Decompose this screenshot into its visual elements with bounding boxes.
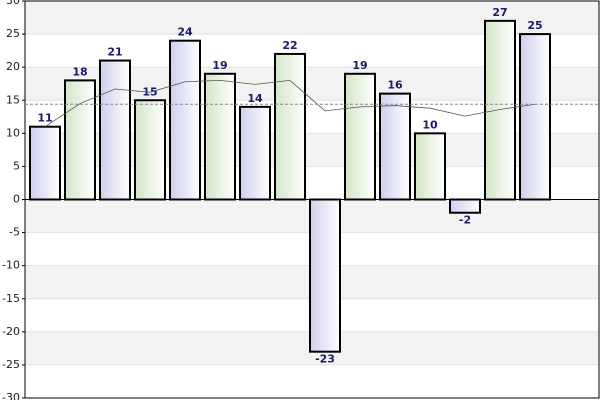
bar bbox=[274, 52, 306, 201]
bar bbox=[484, 19, 516, 201]
data-label: 10 bbox=[422, 118, 438, 131]
bar bbox=[64, 79, 96, 201]
data-label: 16 bbox=[387, 79, 403, 92]
bar bbox=[29, 125, 61, 201]
y-tick-label: 10 bbox=[6, 126, 20, 139]
bar bbox=[99, 59, 131, 201]
plot-frame bbox=[24, 0, 600, 399]
y-tick-label: -20 bbox=[2, 325, 20, 338]
data-label: 15 bbox=[142, 85, 157, 98]
y-tick-label: 5 bbox=[13, 159, 20, 172]
bar bbox=[414, 132, 446, 201]
data-label: 19 bbox=[212, 59, 227, 72]
bar bbox=[344, 72, 376, 201]
data-label: 19 bbox=[352, 59, 367, 72]
stripe bbox=[25, 364, 599, 398]
bar bbox=[309, 198, 341, 353]
bar bbox=[449, 198, 481, 214]
y-tick-label: 30 bbox=[6, 0, 20, 7]
y-tick-label: -15 bbox=[2, 292, 20, 305]
data-label: 25 bbox=[527, 19, 542, 32]
y-tick-label: 20 bbox=[6, 60, 20, 73]
data-label: 21 bbox=[107, 46, 122, 59]
y-tick-label: -30 bbox=[2, 391, 20, 400]
y-tick-label: 25 bbox=[6, 27, 20, 40]
y-tick-label: 15 bbox=[6, 93, 20, 106]
line bbox=[44, 79, 536, 128]
bar bbox=[519, 33, 551, 201]
data-label: 27 bbox=[492, 6, 507, 19]
y-tick-label: -10 bbox=[2, 259, 20, 272]
data-label: 22 bbox=[282, 39, 297, 52]
data-label: 24 bbox=[177, 26, 193, 39]
y-tick-label: -5 bbox=[9, 226, 20, 239]
bar bbox=[169, 39, 201, 201]
y-tick-label: 0 bbox=[13, 193, 20, 206]
data-label: 18 bbox=[72, 65, 87, 78]
bar bbox=[204, 72, 236, 201]
data-label: -23 bbox=[315, 353, 335, 366]
y-tick-label: -25 bbox=[2, 358, 20, 371]
data-label: 14 bbox=[247, 92, 263, 105]
data-label: -2 bbox=[459, 214, 471, 227]
data-label: 11 bbox=[37, 112, 52, 125]
bar bbox=[379, 92, 411, 201]
bar bbox=[239, 105, 271, 201]
bar bbox=[134, 99, 166, 201]
